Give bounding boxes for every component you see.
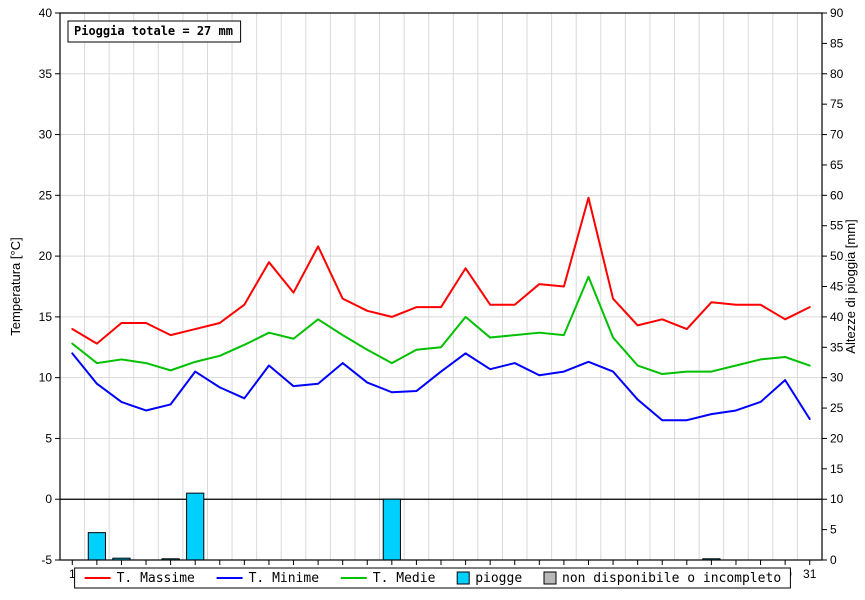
ytick-right-label: 60 (830, 188, 844, 202)
ytick-right-label: 50 (830, 249, 844, 263)
legend-t-massime-label: T. Massime (117, 571, 195, 586)
ytick-left-label: 10 (39, 371, 53, 385)
ytick-right-label: 80 (830, 67, 844, 81)
xtick-label: 31 (803, 567, 817, 581)
ytick-right-label: 85 (830, 36, 844, 50)
ytick-right-label: 30 (830, 371, 844, 385)
ytick-right-label: 65 (830, 158, 844, 172)
ytick-left-label: 5 (45, 431, 52, 445)
ytick-left-label: 30 (39, 128, 53, 142)
legend-non-disponibile-swatch (544, 572, 556, 584)
ytick-right-label: 35 (830, 340, 844, 354)
ytick-left-label: 0 (45, 492, 52, 506)
ytick-right-label: 5 (830, 523, 837, 537)
legend-piogge-swatch (457, 572, 469, 584)
ytick-right-label: 10 (830, 492, 844, 506)
legend-t-minime-label: T. Minime (249, 571, 320, 586)
ytick-right-label: 25 (830, 401, 844, 415)
rain-bar (88, 533, 105, 560)
legend-non-disponibile-label: non disponibile o incompleto (562, 571, 781, 586)
ytick-right-label: 0 (830, 553, 837, 567)
legend-piogge-label: piogge (475, 571, 522, 586)
ytick-right-label: 70 (830, 128, 844, 142)
y-left-axis-title: Temperatura [°C] (8, 237, 23, 335)
ytick-left-label: 35 (39, 67, 53, 81)
ytick-left-label: 20 (39, 249, 53, 263)
rain-bar (383, 499, 400, 560)
ytick-left-label: 25 (39, 188, 53, 202)
ytick-left-label: -5 (41, 553, 52, 567)
rain-bar (187, 493, 204, 560)
annotation-text: Pioggia totale = 27 mm (74, 24, 233, 38)
ytick-right-label: 20 (830, 431, 844, 445)
ytick-right-label: 55 (830, 219, 844, 233)
y-right-axis-title: Altezze di pioggia [mm] (843, 219, 858, 353)
weather-chart: -5 0 5 10 15 20 25 30 35 40 0 5 10 15 20 25 30 35 40 45 50 55… (0, 0, 865, 600)
ytick-right-label: 40 (830, 310, 844, 324)
legend-t-medie-label: T. Medie (373, 571, 436, 586)
ytick-left-label: 15 (39, 310, 53, 324)
ytick-right-label: 45 (830, 280, 844, 294)
plot-area (60, 13, 822, 560)
ytick-right-label: 90 (830, 6, 844, 20)
ytick-right-label: 75 (830, 97, 844, 111)
ytick-right-label: 15 (830, 462, 844, 476)
chart-svg: -5 0 5 10 15 20 25 30 35 40 0 5 10 15 20 25 30 35 40 45 50 55… (0, 0, 865, 600)
ytick-left-label: 40 (39, 6, 53, 20)
